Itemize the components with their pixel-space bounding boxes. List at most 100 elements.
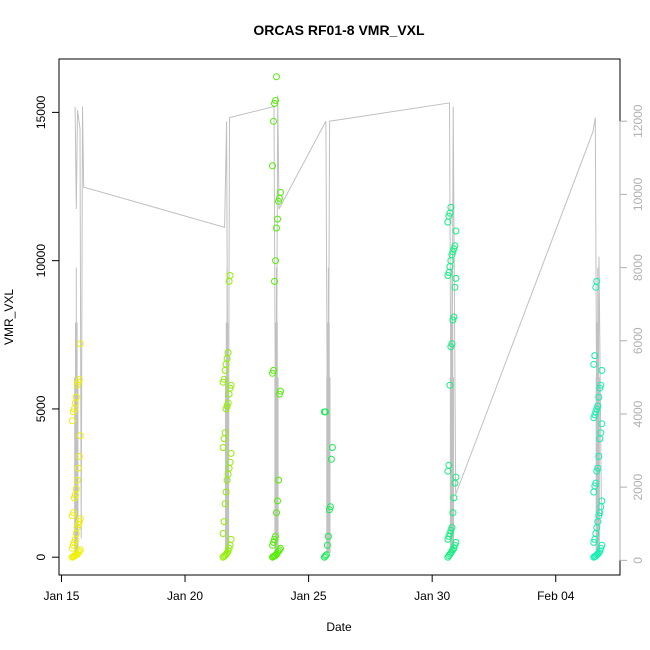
data-point [227, 535, 235, 543]
data-point [452, 274, 460, 282]
data-point [75, 518, 83, 526]
data-point [598, 541, 606, 549]
data-point [227, 381, 235, 389]
data-point [452, 473, 460, 481]
data-point [269, 162, 276, 170]
data-point [219, 530, 227, 537]
data-point [224, 547, 232, 555]
data-point [450, 245, 458, 253]
data-point [73, 524, 81, 532]
y-tick-label: 10000 [34, 244, 48, 278]
data-point [445, 212, 453, 220]
data-point [76, 546, 84, 554]
data-point [593, 467, 601, 475]
data-point [450, 544, 458, 552]
data-point [324, 532, 332, 540]
right-y-tick-label: 0 [631, 557, 645, 564]
data-point [219, 378, 227, 386]
data-point [446, 381, 454, 389]
data-point [74, 378, 82, 386]
data-point [445, 461, 453, 469]
data-point [274, 215, 281, 223]
data-point [223, 549, 231, 557]
data-point [597, 429, 605, 437]
right-y-axis: 0 2000 4000 6000 8000 10000 12000 [619, 104, 645, 564]
y-tick-label: 5000 [34, 395, 48, 422]
data-point [220, 518, 228, 526]
data-point [76, 340, 84, 348]
data-point [226, 384, 234, 392]
data-point [597, 544, 605, 552]
data-point [69, 408, 77, 416]
data-point [321, 552, 329, 560]
data-point [325, 506, 333, 514]
data-point [277, 387, 284, 395]
data-point [598, 420, 606, 428]
data-point [276, 546, 283, 554]
data-point [449, 509, 457, 517]
data-point [322, 551, 330, 559]
data-point [595, 512, 603, 520]
data-point [69, 509, 77, 517]
x-axis: Jan 15 Jan 20 Jan 25 Jan 30 Feb 04 [43, 574, 575, 603]
data-point [449, 316, 457, 324]
data-point [277, 188, 284, 196]
data-point [596, 384, 604, 392]
data-point [327, 455, 335, 463]
data-point [68, 512, 76, 520]
data-point [593, 405, 601, 413]
x-tick-label: Jan 15 [43, 589, 79, 603]
data-point [449, 546, 457, 554]
data-point [448, 524, 456, 532]
right-y-tick-label: 6000 [631, 327, 645, 354]
data-point [451, 541, 459, 549]
data-point [590, 360, 598, 368]
data-point [592, 479, 600, 487]
data-point [275, 197, 282, 205]
data-point [444, 272, 452, 279]
data-point [70, 538, 78, 546]
data-point [591, 482, 599, 490]
x-tick-label: Feb 04 [537, 589, 575, 603]
data-point [451, 283, 459, 291]
y-tick-label: 15000 [34, 95, 48, 129]
data-point [224, 399, 232, 407]
data-point [73, 381, 81, 389]
data-point [593, 277, 601, 285]
data-point [598, 497, 606, 505]
data-point [446, 530, 454, 537]
data-point [323, 541, 331, 549]
data-point [444, 535, 452, 543]
data-point [223, 402, 231, 410]
x-axis-label: Date [326, 620, 352, 634]
data-point [595, 393, 603, 401]
y-axis: 0 5000 10000 15000 [34, 95, 60, 561]
data-point [598, 366, 606, 374]
data-point [221, 500, 229, 508]
data-point [271, 100, 278, 107]
right-axis-line-path [74, 95, 602, 554]
data-points [68, 73, 606, 561]
data-point [273, 224, 280, 232]
plot-frame [58, 58, 621, 576]
data-point [68, 544, 76, 552]
data-point [222, 405, 230, 413]
data-point [591, 411, 599, 419]
data-point [269, 369, 276, 377]
data-point [76, 515, 84, 523]
data-point [275, 476, 282, 484]
data-point [597, 381, 605, 389]
data-point [273, 73, 280, 81]
data-point [591, 352, 599, 360]
data-point [451, 242, 459, 250]
data-point [224, 349, 232, 357]
y-axis-label: VMR_VXL [2, 289, 16, 345]
data-point [69, 541, 77, 549]
data-point [448, 251, 456, 259]
data-point [590, 414, 598, 422]
data-point [226, 272, 234, 279]
right-y-tick-label: 12000 [631, 104, 645, 138]
data-point [595, 549, 603, 557]
data-point [75, 547, 83, 555]
data-point [450, 313, 458, 321]
